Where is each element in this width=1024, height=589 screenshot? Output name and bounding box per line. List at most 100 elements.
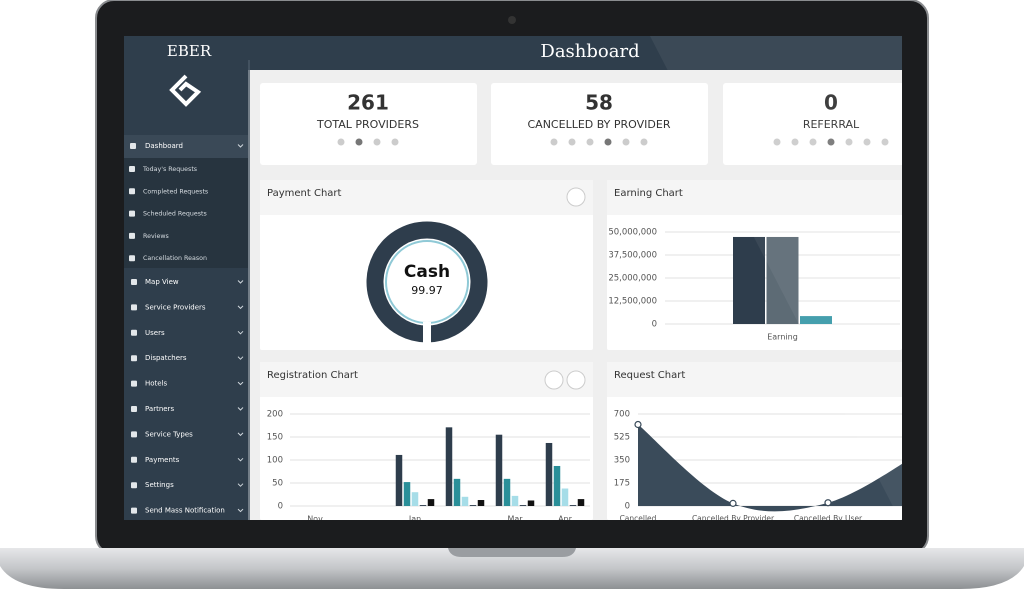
- chevron: [237, 144, 244, 148]
- carousel-dot[interactable]: [773, 138, 781, 146]
- point: [824, 499, 832, 507]
- y-tick-label: 350: [614, 456, 630, 466]
- carousel-dot[interactable]: [355, 138, 363, 146]
- submenu-item[interactable]: Reviews: [143, 233, 169, 240]
- carousel-dot[interactable]: [391, 138, 399, 146]
- menu-icon: [129, 210, 135, 217]
- menu-item[interactable]: Dispatchers: [145, 354, 187, 362]
- bar: [511, 495, 519, 506]
- chevron: [237, 432, 244, 437]
- y-tick-label: 700: [614, 410, 630, 420]
- bar: [766, 236, 799, 324]
- menu-item[interactable]: Dashboard: [145, 142, 183, 150]
- carousel-dot[interactable]: [622, 138, 630, 146]
- y-tick-label: 0: [278, 502, 283, 512]
- carousel-dot[interactable]: [373, 138, 381, 146]
- menu-item[interactable]: Service Providers: [145, 303, 206, 311]
- menu-item[interactable]: Settings: [145, 481, 174, 489]
- y-tick-label: 50,000,000: [608, 228, 657, 238]
- y-tick-label: 25,000,000: [608, 274, 657, 284]
- bar: [495, 434, 503, 506]
- pie-slice: [366, 221, 488, 343]
- carousel-dot[interactable]: [809, 138, 817, 146]
- chevron: [237, 356, 244, 360]
- bar: [403, 482, 411, 506]
- carousel-dot[interactable]: [550, 138, 558, 146]
- chevron: [237, 305, 244, 310]
- menu-icon: [131, 456, 137, 463]
- carousel-dot[interactable]: [791, 138, 799, 146]
- brand: EBER: [167, 42, 212, 60]
- stat-card: [491, 83, 708, 165]
- y-tick-label: 50: [272, 479, 283, 489]
- menu-item[interactable]: Map View: [145, 278, 179, 286]
- carousel-dot[interactable]: [881, 138, 889, 146]
- submenu-item[interactable]: Today's Requests: [142, 166, 197, 173]
- bar: [800, 316, 832, 324]
- chevron: [237, 508, 244, 513]
- chevron: [237, 280, 244, 284]
- panel-button[interactable]: [544, 370, 564, 390]
- bar: [445, 427, 453, 506]
- menu-icon: [131, 406, 137, 412]
- carousel-dot[interactable]: [845, 138, 853, 146]
- panel-title: Request Chart: [614, 370, 685, 381]
- y-tick-label: 175: [614, 479, 630, 489]
- bar: [733, 236, 765, 324]
- carousel-dot[interactable]: [827, 138, 835, 146]
- x-tick-label: Nov: [307, 515, 323, 524]
- panel-header: [260, 180, 593, 215]
- menu-icon: [131, 431, 137, 438]
- y-tick-label: 150: [267, 433, 283, 443]
- bar: [577, 499, 585, 506]
- base-notch: [448, 548, 576, 557]
- menu-icon: [131, 507, 137, 514]
- carousel-dot[interactable]: [604, 138, 612, 146]
- x-tick-label: Cancelled By User: [794, 514, 863, 523]
- menu-icon: [129, 188, 135, 195]
- panel-button[interactable]: [566, 187, 586, 207]
- stat-label: CANCELLED BY PROVIDER: [528, 118, 671, 131]
- menu-icon: [131, 279, 137, 285]
- bar: [561, 488, 569, 506]
- menu-icon: [131, 380, 137, 387]
- sidebar: [124, 36, 248, 520]
- pie-label: Cash: [404, 262, 450, 282]
- submenu-item[interactable]: Completed Requests: [143, 188, 208, 195]
- x-tick-label: Jan: [408, 515, 421, 524]
- carousel-dot[interactable]: [640, 138, 648, 146]
- carousel-dot[interactable]: [568, 138, 576, 146]
- stat-value: 58: [585, 91, 613, 115]
- bar: [461, 496, 469, 506]
- bar: [427, 499, 435, 506]
- submenu-item[interactable]: Cancellation Reason: [143, 255, 207, 262]
- panel-button[interactable]: [566, 370, 586, 390]
- chevron: [237, 407, 244, 411]
- menu-item[interactable]: Payments: [145, 456, 180, 464]
- menu-icon: [130, 143, 136, 149]
- bar: [519, 505, 527, 506]
- menu-icon: [131, 329, 137, 336]
- menu-item[interactable]: Service Types: [145, 430, 193, 438]
- submenu-item[interactable]: Scheduled Requests: [143, 211, 207, 218]
- y-tick-label: 100: [267, 456, 283, 466]
- menu-item[interactable]: Users: [145, 329, 165, 337]
- menu-item[interactable]: Hotels: [145, 380, 168, 388]
- screen-gloss: [650, 36, 902, 520]
- menu-item[interactable]: Send Mass Notification: [145, 507, 225, 515]
- camera: [508, 16, 516, 24]
- carousel-dot[interactable]: [337, 138, 345, 146]
- bar: [545, 442, 553, 506]
- stat-value: 261: [347, 91, 389, 115]
- x-tick-label: Cancelled By Provider: [692, 514, 775, 523]
- menu-item[interactable]: Partners: [145, 405, 174, 413]
- panel-header: [607, 180, 902, 215]
- carousel-dot[interactable]: [863, 138, 871, 146]
- bar: [453, 478, 461, 506]
- stat-value: 0: [824, 91, 838, 115]
- chevron: [237, 457, 244, 462]
- bar: [395, 454, 403, 506]
- carousel-dot[interactable]: [586, 138, 594, 146]
